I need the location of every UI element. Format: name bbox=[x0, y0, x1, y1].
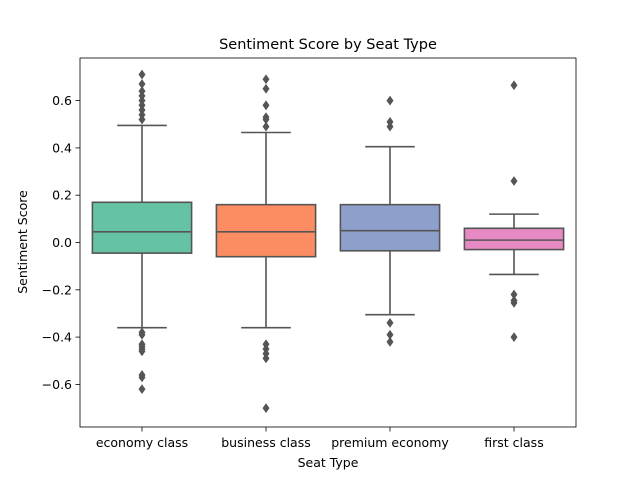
outlier-point bbox=[510, 80, 518, 91]
outlier-point bbox=[386, 95, 394, 106]
outlier-point bbox=[262, 83, 270, 94]
box-group-2 bbox=[339, 95, 441, 347]
y-tick-label: −0.2 bbox=[42, 282, 72, 297]
outlier-point bbox=[138, 372, 146, 383]
y-tick-label: 0.0 bbox=[52, 235, 72, 250]
outlier-point bbox=[510, 332, 518, 343]
outlier-point bbox=[386, 336, 394, 347]
y-tick-label: −0.4 bbox=[42, 330, 72, 345]
outlier-point bbox=[138, 329, 146, 340]
outlier-point bbox=[386, 318, 394, 328]
y-tick-label: −0.6 bbox=[42, 377, 72, 392]
box-group-3 bbox=[463, 80, 565, 343]
plot-area bbox=[79, 57, 577, 428]
y-tick-label: 0.4 bbox=[52, 140, 72, 155]
outlier-point bbox=[262, 403, 270, 413]
iqr-box bbox=[463, 227, 565, 251]
y-axis-ticks: −0.6 −0.4 −0.2 0.0 0.2 0.4 0.6 bbox=[42, 93, 80, 392]
y-tick-label: 0.6 bbox=[52, 93, 72, 108]
iqr-box bbox=[91, 201, 193, 254]
y-tick-label: 0.2 bbox=[52, 188, 72, 203]
outlier-point bbox=[262, 353, 270, 364]
x-tick-label: first class bbox=[484, 435, 543, 450]
box-group-0 bbox=[91, 69, 193, 395]
outlier-point bbox=[138, 69, 146, 80]
box-group-1 bbox=[215, 74, 317, 413]
outlier-point bbox=[510, 297, 518, 308]
outlier-point bbox=[138, 114, 146, 125]
outlier-point bbox=[510, 176, 518, 186]
outlier-point bbox=[386, 121, 394, 132]
outlier-point bbox=[262, 74, 270, 85]
x-tick-label: economy class bbox=[96, 435, 188, 450]
y-axis-label: Sentiment Score bbox=[15, 190, 30, 294]
outlier-point bbox=[138, 384, 146, 395]
iqr-box bbox=[215, 203, 317, 258]
x-axis-label: Seat Type bbox=[298, 455, 359, 470]
outlier-point bbox=[138, 346, 146, 357]
x-axis-ticks: economy class business class premium econo… bbox=[96, 427, 544, 450]
outlier-point bbox=[262, 121, 270, 132]
chart-title: Sentiment Score by Seat Type bbox=[219, 37, 437, 53]
x-tick-label: premium economy bbox=[331, 435, 449, 450]
outlier-point bbox=[262, 100, 270, 111]
iqr-box bbox=[339, 203, 441, 252]
x-tick-label: business class bbox=[221, 435, 310, 450]
